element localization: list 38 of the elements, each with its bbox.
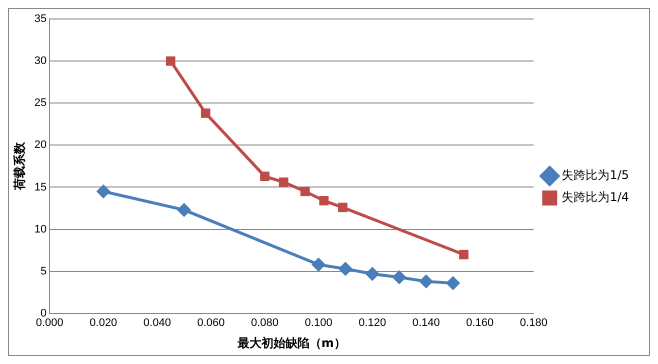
x-tick-label: 0.100 [304,317,332,330]
point [260,172,270,181]
y-axis-title: 荷载系数 [12,141,26,192]
point [178,203,191,216]
point [300,186,310,196]
point [392,270,406,284]
point [338,262,352,276]
y-tick-label: 5 [40,265,47,278]
x-tick-label: 0.140 [412,317,440,330]
point [366,267,379,280]
point [319,196,329,206]
y-tick-label: 35 [34,13,47,26]
y-tick-label: 10 [34,223,47,236]
legend-label: 失跨比为1/4 [562,190,629,204]
point [200,108,210,118]
x-tick-label: 0.160 [466,317,494,330]
point [338,202,348,212]
x-axis-title: 最大初始缺陷（m） [236,336,346,350]
point [312,258,326,272]
x-tick-label: 0.040 [143,317,171,330]
point [420,274,433,288]
y-tick-label: 30 [34,55,47,68]
x-tick-label: 0.080 [251,317,279,330]
point [446,276,460,290]
y-tick-label: 0 [40,307,47,320]
legend-label: 失跨比为1/5 [562,168,629,182]
y-tick-label: 25 [34,97,47,110]
point [166,56,176,66]
x-tick-label: 0.060 [197,317,225,330]
x-tick-label: 0.020 [90,317,118,330]
x-tick-label: 0.120 [358,317,386,330]
point [278,178,288,187]
x-tick-label: 0.180 [520,317,548,330]
point [96,184,110,198]
y-tick-label: 15 [34,181,47,194]
point [459,250,468,260]
x-tick-label: 0.000 [36,317,64,330]
y-tick-label: 20 [34,139,47,152]
